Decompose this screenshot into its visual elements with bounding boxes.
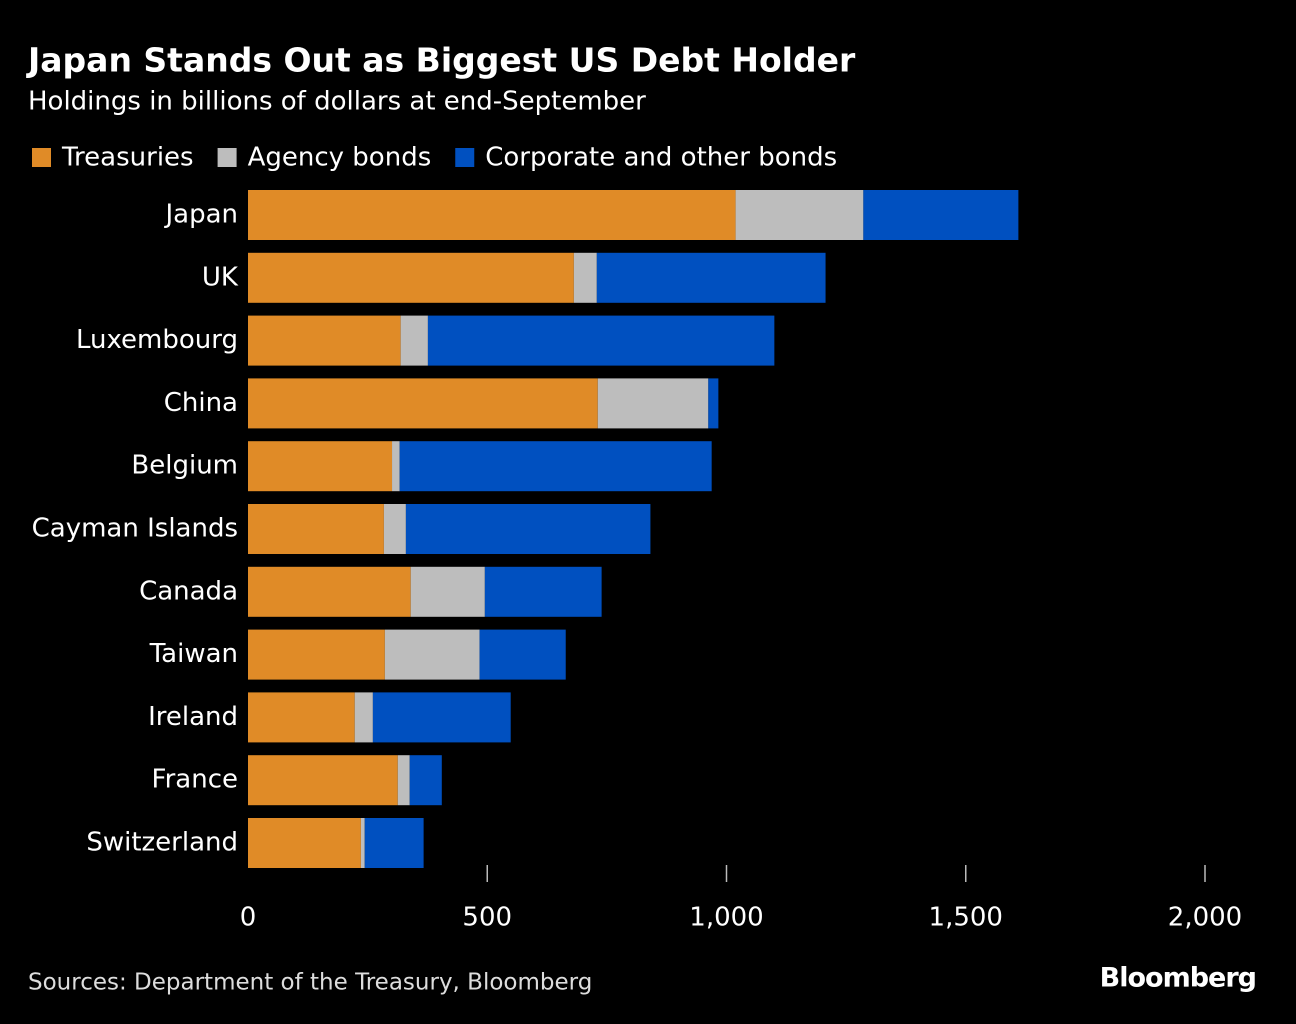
y-tick-label: Japan bbox=[163, 200, 238, 230]
x-tick-label: 1,500 bbox=[929, 903, 1003, 933]
y-tick-label: France bbox=[152, 765, 238, 795]
bar-segment bbox=[735, 190, 864, 240]
bar-segment bbox=[392, 441, 400, 492]
bar-segment bbox=[427, 315, 775, 366]
chart-subtitle: Holdings in billions of dollars at end-S… bbox=[28, 87, 646, 117]
bar-segment bbox=[364, 818, 424, 868]
chart-title: Japan Stands Out as Biggest US Debt Hold… bbox=[26, 41, 856, 80]
y-tick-label: Cayman Islands bbox=[32, 514, 238, 544]
bar-segment bbox=[708, 378, 719, 429]
y-tick-label: Luxembourg bbox=[76, 325, 238, 355]
x-tick-label: 500 bbox=[462, 903, 512, 933]
y-tick-label: UK bbox=[202, 262, 239, 292]
bar-segment bbox=[248, 378, 598, 429]
brand: Bloomberg bbox=[1100, 963, 1256, 994]
legend-label: Treasuries bbox=[61, 143, 194, 173]
bar-segment bbox=[397, 755, 410, 806]
y-tick-label: Belgium bbox=[131, 451, 238, 481]
y-tick-label: Taiwan bbox=[149, 639, 238, 669]
bar-segment bbox=[384, 629, 480, 680]
bar-segment bbox=[360, 818, 365, 868]
bar-segment bbox=[248, 629, 385, 680]
source: Sources: Department of the Treasury, Blo… bbox=[28, 970, 592, 996]
bar-segment bbox=[479, 629, 566, 680]
legend-swatch bbox=[217, 148, 237, 167]
bar-segment bbox=[400, 315, 428, 366]
bar-segment bbox=[248, 504, 384, 554]
bar-segment bbox=[597, 378, 709, 429]
y-tick-label: Switzerland bbox=[86, 828, 238, 858]
bar-segment bbox=[248, 755, 398, 806]
y-tick-label: Canada bbox=[139, 576, 238, 606]
bar-segment bbox=[405, 504, 651, 554]
legend-label: Agency bonds bbox=[248, 143, 432, 173]
legend-label: Corporate and other bonds bbox=[485, 143, 837, 173]
x-tick-label: 0 bbox=[240, 903, 257, 933]
bar-segment bbox=[248, 315, 401, 366]
legend-swatch bbox=[455, 148, 475, 167]
bar-segment bbox=[248, 252, 574, 303]
y-tick-label: China bbox=[164, 388, 238, 418]
x-tick-label: 2,000 bbox=[1168, 903, 1242, 933]
bar-segment bbox=[484, 566, 602, 617]
bar-segment bbox=[573, 252, 597, 303]
bar-segment bbox=[372, 692, 511, 743]
bar-segment bbox=[383, 504, 406, 554]
bar-segment bbox=[410, 566, 485, 617]
bar-segment bbox=[248, 441, 393, 492]
bar-segment bbox=[248, 818, 361, 868]
bar-segment bbox=[409, 755, 442, 806]
legend-swatch bbox=[32, 148, 51, 167]
bar-segment bbox=[354, 692, 373, 743]
bar-segment bbox=[399, 441, 712, 492]
y-tick-label: Ireland bbox=[148, 702, 238, 732]
bar-segment bbox=[248, 692, 355, 743]
bar-segment bbox=[863, 190, 1019, 240]
bar-segment bbox=[248, 190, 736, 240]
bar-segment bbox=[596, 252, 826, 303]
x-tick-label: 1,000 bbox=[689, 903, 763, 933]
bar-segment bbox=[248, 566, 411, 617]
